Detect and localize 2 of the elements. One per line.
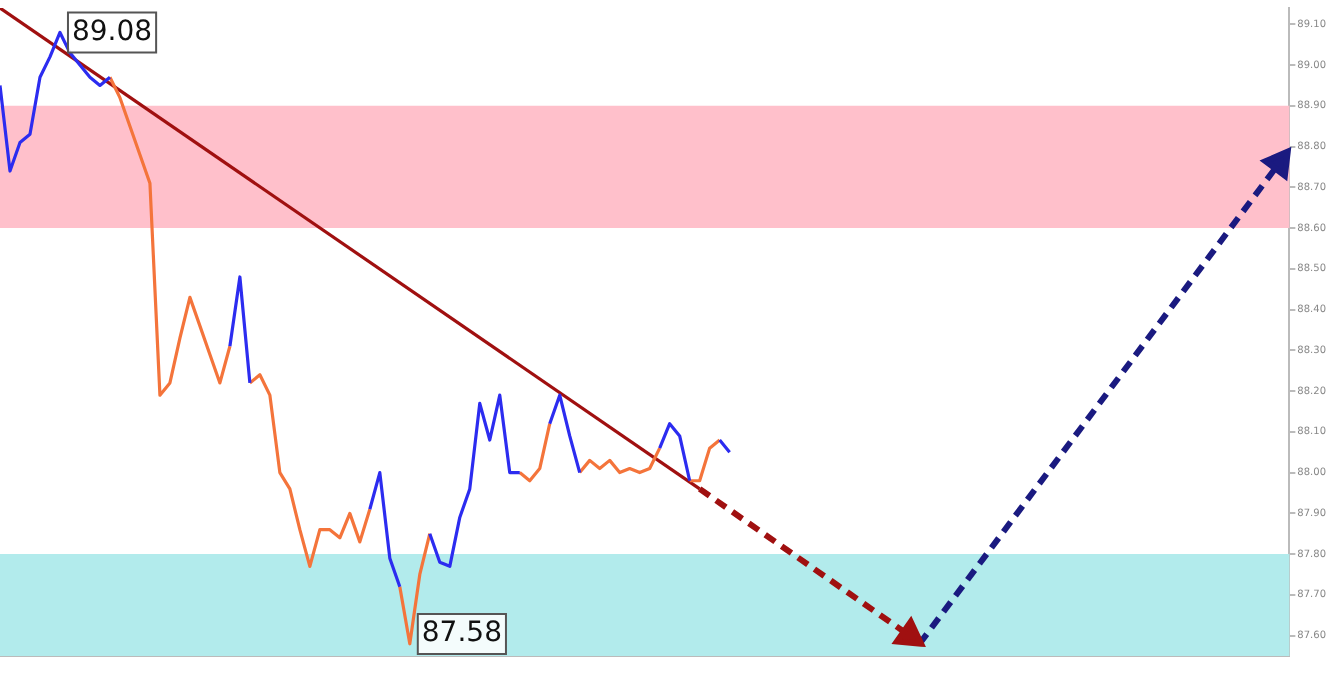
annotation: 89.08: [71, 15, 153, 48]
annotation: 87.58: [421, 617, 502, 650]
